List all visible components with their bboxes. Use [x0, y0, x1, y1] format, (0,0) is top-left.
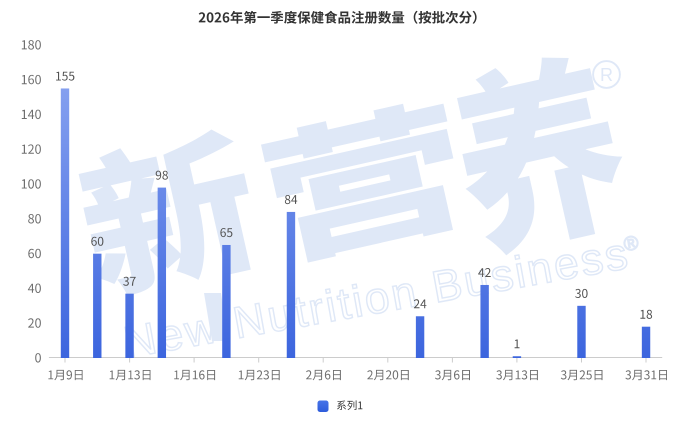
svg-text:®: ®: [622, 232, 641, 256]
svg-text:R: R: [600, 65, 613, 85]
